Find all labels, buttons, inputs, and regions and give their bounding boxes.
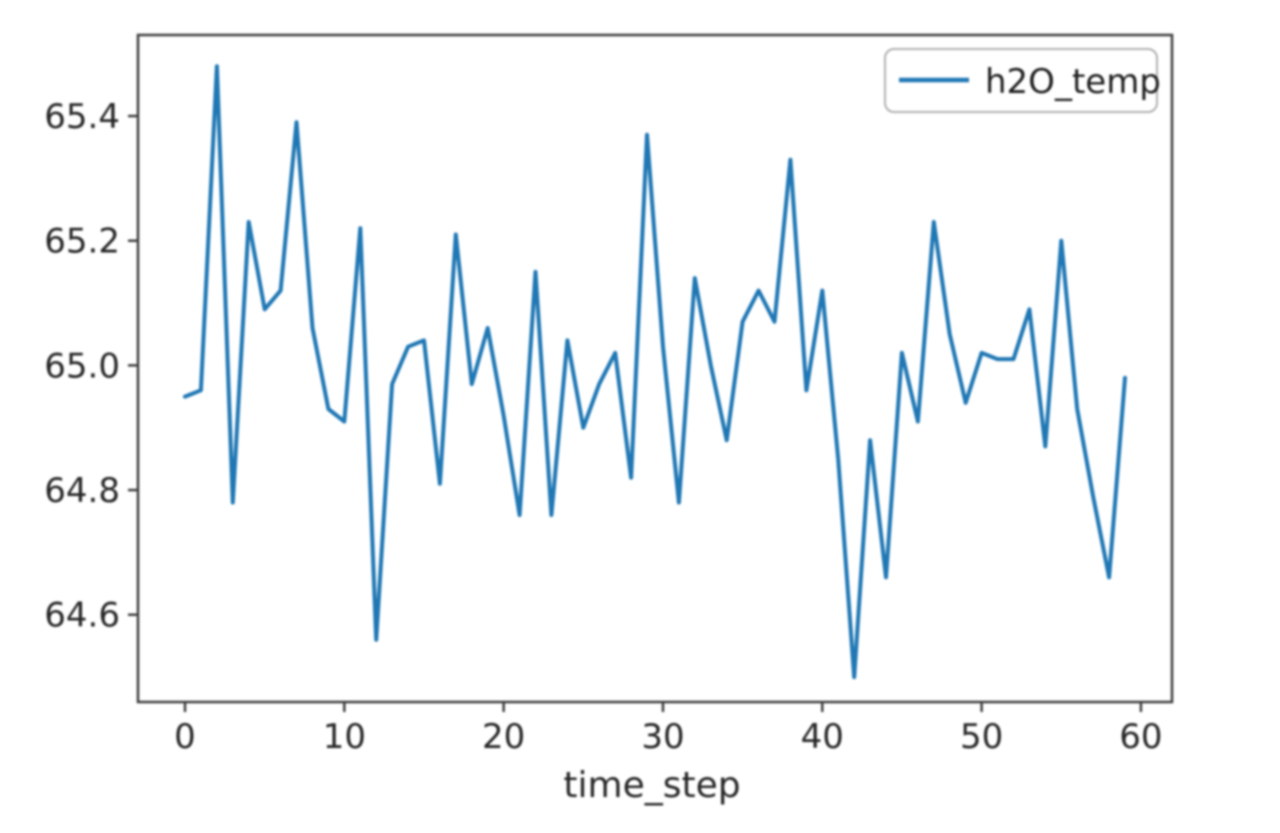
x-tick-label: 50 — [960, 717, 1003, 757]
plot-spines — [136, 33, 1174, 704]
h2o-temp-line — [183, 64, 1127, 680]
y-tick-label: 65.4 — [44, 97, 120, 137]
series-group — [183, 64, 1127, 680]
y-tick-label: 65.2 — [44, 222, 120, 262]
y-tick-label: 64.6 — [44, 596, 120, 636]
y-tick-label: 65.0 — [44, 346, 120, 386]
x-tick-label: 60 — [1119, 717, 1162, 757]
x-tick-label: 20 — [482, 717, 525, 757]
y-tick-label: 64.8 — [44, 471, 120, 511]
x-tick-label: 0 — [174, 717, 196, 757]
x-tick-label: 40 — [801, 717, 844, 757]
x-axis-label: time_step — [563, 765, 740, 806]
legend: h2O_temp — [884, 48, 1161, 113]
x-axis-ticks: 0 10 20 30 40 50 60 — [174, 702, 1163, 757]
x-tick-label: 10 — [323, 717, 366, 757]
legend-label: h2O_temp — [985, 62, 1161, 102]
legend-box — [884, 48, 1158, 113]
y-axis-ticks: 64.6 64.8 65.0 65.2 65.4 — [44, 97, 138, 636]
x-tick-label: 30 — [641, 717, 684, 757]
